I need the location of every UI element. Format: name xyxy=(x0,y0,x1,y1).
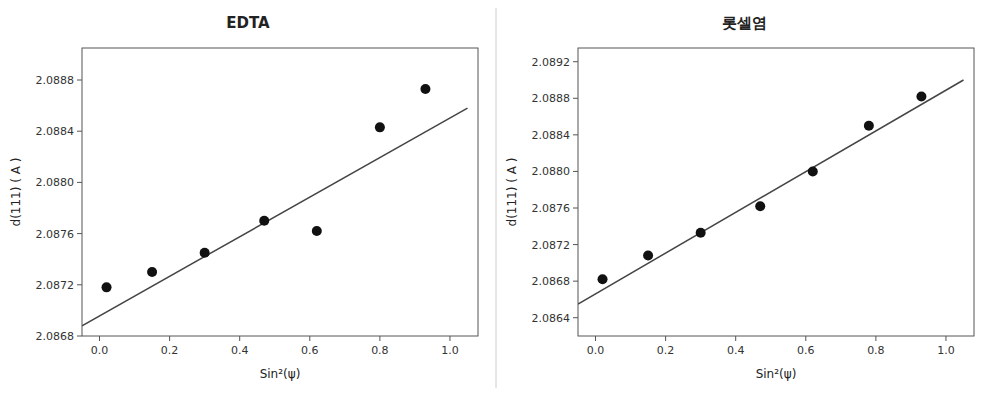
plot-area xyxy=(82,84,467,326)
x-tick-label: 1.0 xyxy=(441,344,459,357)
y-tick-label: 2.0888 xyxy=(532,92,571,105)
x-tick-label: 0.8 xyxy=(371,344,389,357)
y-tick-label: 2.0884 xyxy=(36,125,75,138)
panel-title: 롯셀염 xyxy=(722,14,767,32)
x-tick xyxy=(875,336,876,341)
plot-area xyxy=(578,80,963,304)
x-tick-label: 0.0 xyxy=(587,344,605,357)
y-tick xyxy=(573,171,578,172)
x-tick xyxy=(239,336,240,341)
x-tick xyxy=(595,336,596,341)
x-tick-label: 0.6 xyxy=(301,344,319,357)
scatter-point xyxy=(200,248,210,258)
y-tick xyxy=(573,98,578,99)
scatter-point xyxy=(375,122,385,132)
x-tick xyxy=(449,336,450,341)
panel: 롯셀염 0.0 0.2 0.4 0.6 0.8 1.0 2.0864 2.0868 2.0872 2… xyxy=(505,14,974,381)
chart-canvas: EDTA 0.0 0.2 0.4 0.6 0.8 1.0 2.0868 2.0872 2.0876… xyxy=(0,0,992,396)
scatter-point xyxy=(864,121,874,131)
y-tick-label: 2.0872 xyxy=(532,239,571,252)
fit-line xyxy=(82,108,467,326)
scatter-point xyxy=(598,274,608,284)
x-tick-label: 0.4 xyxy=(231,344,249,357)
y-tick xyxy=(573,134,578,135)
y-tick-label: 2.0868 xyxy=(36,330,75,343)
x-tick xyxy=(99,336,100,341)
scatter-point xyxy=(916,91,926,101)
x-axis-label: Sin²(ψ) xyxy=(260,367,301,381)
scatter-point xyxy=(420,84,430,94)
x-tick xyxy=(945,336,946,341)
y-tick-label: 2.0872 xyxy=(36,279,75,292)
x-tick-label: 0.2 xyxy=(657,344,675,357)
y-tick xyxy=(77,80,82,81)
y-tick-label: 2.0892 xyxy=(532,56,571,69)
scatter-point xyxy=(147,267,157,277)
y-tick-label: 2.0876 xyxy=(532,202,571,215)
plot-frame xyxy=(82,48,478,336)
x-tick xyxy=(379,336,380,341)
x-tick-label: 0.6 xyxy=(797,344,815,357)
scatter-point xyxy=(696,228,706,238)
fit-line xyxy=(578,80,963,304)
x-tick-label: 0.4 xyxy=(727,344,745,357)
x-tick xyxy=(735,336,736,341)
y-tick xyxy=(77,336,82,337)
y-tick-label: 2.0876 xyxy=(36,228,75,241)
x-tick-label: 0.0 xyxy=(91,344,109,357)
plot-frame xyxy=(578,48,974,336)
y-tick-label: 2.0868 xyxy=(532,275,571,288)
y-tick-label: 2.0884 xyxy=(532,129,571,142)
y-tick xyxy=(573,281,578,282)
y-tick xyxy=(77,233,82,234)
y-tick xyxy=(573,208,578,209)
x-tick xyxy=(169,336,170,341)
panel-title: EDTA xyxy=(226,14,270,32)
x-tick-label: 0.8 xyxy=(867,344,885,357)
y-tick xyxy=(77,284,82,285)
y-axis-label: d(111) ( A ) xyxy=(9,158,23,227)
scatter-point xyxy=(808,166,818,176)
x-tick-label: 1.0 xyxy=(937,344,955,357)
scatter-point xyxy=(259,216,269,226)
panel: EDTA 0.0 0.2 0.4 0.6 0.8 1.0 2.0868 2.0872 2.0876… xyxy=(9,14,478,381)
y-tick-label: 2.0880 xyxy=(532,165,571,178)
y-tick-label: 2.0864 xyxy=(532,312,571,325)
x-tick xyxy=(309,336,310,341)
y-tick xyxy=(573,61,578,62)
scatter-point xyxy=(755,201,765,211)
panel-divider xyxy=(496,8,497,388)
x-tick-label: 0.2 xyxy=(161,344,179,357)
x-tick xyxy=(805,336,806,341)
y-tick-label: 2.0888 xyxy=(36,74,75,87)
y-axis-label: d(111) ( A ) xyxy=(505,158,519,227)
x-axis-label: Sin²(ψ) xyxy=(756,367,797,381)
scatter-point xyxy=(643,251,653,261)
x-tick xyxy=(665,336,666,341)
y-tick xyxy=(77,131,82,132)
y-tick xyxy=(77,182,82,183)
y-tick xyxy=(573,244,578,245)
y-tick xyxy=(573,317,578,318)
y-tick-label: 2.0880 xyxy=(36,176,75,189)
scatter-point xyxy=(102,282,112,292)
scatter-point xyxy=(312,226,322,236)
